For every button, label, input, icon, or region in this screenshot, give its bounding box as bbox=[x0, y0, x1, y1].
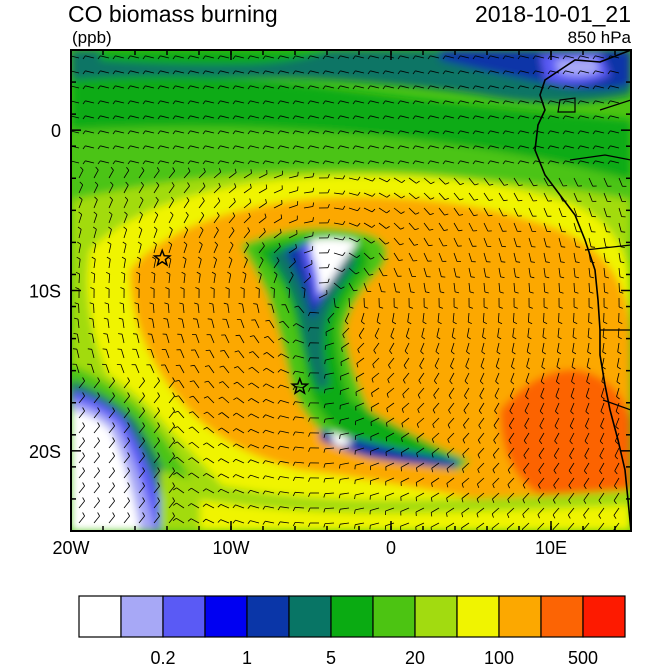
x-tick-label-0: 20W bbox=[52, 538, 89, 558]
x-tick-label-1: 10W bbox=[212, 538, 249, 558]
wind-barb-flag bbox=[68, 101, 70, 104]
colorbar-label-0: 0.2 bbox=[150, 648, 175, 668]
wind-barb bbox=[574, 313, 575, 322]
wind-barb-flag bbox=[68, 116, 70, 119]
wind-barb-flag bbox=[298, 172, 299, 176]
wind-barb-flag bbox=[401, 467, 402, 471]
wind-barb-flag bbox=[396, 292, 400, 293]
colorbar-swatch bbox=[415, 596, 457, 637]
colorbar-swatch bbox=[79, 596, 121, 637]
wind-barb-flag bbox=[501, 262, 505, 263]
colorbar-label-2: 5 bbox=[326, 648, 336, 668]
wind-barb-flag bbox=[313, 232, 314, 236]
wind-barb-flag bbox=[68, 161, 70, 164]
wind-barb bbox=[559, 313, 560, 322]
colorbar-label-1: 1 bbox=[242, 648, 252, 668]
y-tick-label-0: 0 bbox=[51, 121, 61, 141]
wind-barb-flag bbox=[621, 232, 625, 233]
wind-barb-flag bbox=[68, 146, 70, 149]
x-tick-label-2: 0 bbox=[386, 538, 396, 558]
wind-barb bbox=[79, 304, 80, 313]
colorbar-swatch bbox=[541, 596, 583, 637]
wind-barb-flag bbox=[68, 131, 70, 134]
wind-barb-flag bbox=[68, 56, 70, 59]
wind-barb-flag bbox=[561, 247, 565, 248]
wind-barb bbox=[94, 304, 95, 313]
wind-barb-flag bbox=[443, 246, 447, 247]
wind-barb-flag bbox=[206, 350, 210, 351]
wind-barb-flag bbox=[456, 277, 460, 278]
colorbar-swatch bbox=[499, 596, 541, 637]
wind-barb-flag bbox=[133, 334, 137, 335]
wind-barb bbox=[544, 313, 545, 322]
colorbar-swatch bbox=[205, 596, 247, 637]
wind-barb bbox=[619, 283, 620, 292]
co-concentration-field bbox=[68, 50, 631, 534]
x-tick-label-3: 10E bbox=[535, 538, 567, 558]
wind-barb-flag bbox=[236, 335, 240, 336]
wind-barb bbox=[604, 283, 605, 292]
colorbar-label-5: 500 bbox=[568, 648, 598, 668]
colorbar-label-4: 100 bbox=[484, 648, 514, 668]
colorbar-swatch bbox=[373, 596, 415, 637]
wind-barb-flag bbox=[548, 185, 552, 186]
colorbar-swatch bbox=[331, 596, 373, 637]
colorbar-label-3: 20 bbox=[405, 648, 425, 668]
colorbar-swatch bbox=[583, 596, 625, 637]
colorbar-swatch bbox=[457, 596, 499, 637]
wind-barb-flag bbox=[383, 275, 387, 276]
y-tick-label-1: 10S bbox=[29, 282, 61, 302]
wind-barb-flag bbox=[416, 497, 417, 501]
colorbar-swatch bbox=[247, 596, 289, 637]
wind-barb-flag bbox=[488, 215, 492, 216]
wind-barb-flag bbox=[68, 71, 70, 74]
wind-barb-flag bbox=[208, 319, 212, 320]
wind-barb-flag bbox=[88, 349, 92, 350]
wind-barb-flag bbox=[591, 247, 595, 248]
wind-barb-flag bbox=[413, 261, 417, 262]
colorbar-swatch bbox=[163, 596, 205, 637]
colorbar bbox=[79, 596, 625, 637]
colorbar-swatch bbox=[289, 596, 331, 637]
wind-barb-flag bbox=[148, 334, 152, 335]
wind-barb bbox=[319, 283, 328, 284]
wind-barb-flag bbox=[355, 480, 356, 484]
wind-barb-flag bbox=[193, 319, 197, 320]
y-tick-label-2: 20S bbox=[29, 442, 61, 462]
colorbar-swatch bbox=[121, 596, 163, 637]
wind-barb-flag bbox=[68, 86, 70, 89]
wind-barb-flag bbox=[73, 349, 77, 350]
wind-barb-flag bbox=[176, 365, 180, 366]
